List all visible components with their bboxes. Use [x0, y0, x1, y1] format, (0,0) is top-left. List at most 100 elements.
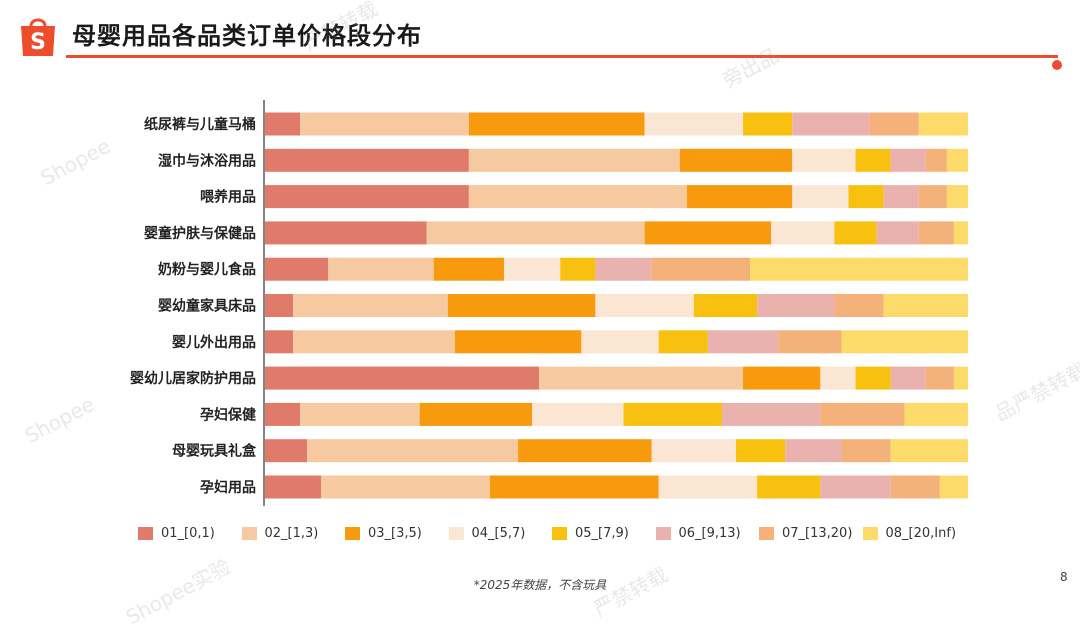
- legend-item: 02_[1,3): [241, 526, 319, 541]
- category-label: 婴幼儿居家防护用品: [130, 370, 256, 387]
- bar-segment: [265, 185, 469, 209]
- bar-segment: [820, 402, 905, 426]
- category-label: 婴儿外出用品: [172, 334, 256, 351]
- legend-label: 04_[5,7): [471, 526, 526, 541]
- bar-segment: [792, 148, 856, 172]
- bar-segment: [686, 185, 793, 209]
- bar-segment: [918, 221, 954, 245]
- bar-segment: [489, 475, 659, 499]
- legend-label: 03_[3,5): [368, 526, 422, 541]
- bar-segment: [539, 366, 744, 390]
- bar-segment: [785, 439, 842, 463]
- bar-segment: [778, 330, 842, 354]
- bar-segment: [953, 366, 968, 390]
- bar-segment: [946, 148, 968, 172]
- legend-label: 08_[20,Inf): [885, 526, 957, 541]
- bar-segment: [468, 185, 687, 209]
- category-label: 奶粉与婴儿食品: [158, 261, 256, 278]
- legend-swatch: [552, 527, 567, 540]
- bar-segment: [468, 112, 645, 136]
- legend-item: 05_[7,9): [552, 526, 629, 541]
- bar-segment: [757, 294, 835, 317]
- bar-segment: [946, 185, 968, 209]
- legend-swatch: [241, 527, 257, 540]
- bar-segment: [736, 439, 786, 463]
- bar-segment: [265, 475, 322, 499]
- legend-swatch: [345, 527, 360, 540]
- legend-label: 07_[13,20): [782, 526, 853, 541]
- category-label: 喂养用品: [200, 189, 256, 206]
- bar-segment: [925, 366, 954, 390]
- header-divider-dot: [1052, 60, 1062, 70]
- bar-segment: [820, 366, 856, 390]
- bar-segment: [426, 221, 645, 245]
- bar-segment: [300, 112, 469, 136]
- stacked-bar-chart: 纸尿裤与儿童马桶湿巾与沐浴用品喂养用品婴童护肤与保健品奶粉与婴儿食品婴幼童家具床…: [130, 100, 968, 506]
- bar-segment: [757, 475, 821, 499]
- bar-segment: [447, 294, 596, 317]
- bar-segment: [869, 112, 919, 136]
- bar-segment: [939, 475, 968, 499]
- bar-segment: [581, 330, 659, 354]
- legend-swatch: [448, 527, 464, 540]
- bar-segment: [265, 402, 301, 426]
- bar-segment: [890, 475, 940, 499]
- svg-text:S: S: [30, 30, 46, 55]
- bar-segment: [644, 221, 772, 245]
- bar-segment: [750, 257, 968, 281]
- bar-segment: [918, 185, 947, 209]
- legend-label: 06_[9,13): [678, 526, 741, 541]
- bar-segment: [307, 439, 519, 463]
- chart-legend: 01_[0,1) 02_[1,3) 03_[3,5) 04_[5,7) 05_[7,9)…: [138, 526, 958, 546]
- bar-segment: [293, 330, 455, 354]
- legend-label: 02_[1,3): [264, 526, 319, 541]
- bar-segment: [848, 185, 884, 209]
- bar-segment: [504, 257, 561, 281]
- bar-segment: [883, 185, 919, 209]
- bar-segment: [721, 402, 821, 426]
- bar-segment: [855, 366, 891, 390]
- category-label: 孕妇用品: [200, 479, 256, 496]
- bar-segment: [841, 330, 968, 354]
- bar-segment: [518, 439, 652, 463]
- category-label: 婴幼童家具床品: [158, 298, 256, 315]
- bar-segment: [918, 112, 968, 136]
- bar-segment: [651, 439, 737, 463]
- legend-item: 01_[0,1): [138, 526, 215, 541]
- legend-label: 05_[7,9): [575, 526, 629, 541]
- bar-segment: [876, 221, 919, 245]
- bar-segment: [595, 294, 694, 317]
- category-label: 湿巾与沐浴用品: [158, 152, 256, 169]
- legend-item: 03_[3,5): [345, 526, 422, 541]
- legend-item: 04_[5,7): [448, 526, 526, 541]
- bar-segment: [890, 366, 926, 390]
- bar-segment: [265, 366, 540, 390]
- bar-segment: [792, 112, 870, 136]
- bar-segment: [321, 475, 490, 499]
- bar-segment: [623, 402, 722, 426]
- bar-segment: [265, 294, 294, 317]
- bar-segment: [834, 294, 884, 317]
- bar-segment: [595, 257, 652, 281]
- bar-segment: [468, 148, 680, 172]
- bar-segment: [743, 112, 793, 136]
- legend-item: 07_[13,20): [759, 526, 852, 541]
- bar-segment: [925, 148, 947, 172]
- bar-segment: [890, 148, 926, 172]
- bar-segment: [707, 330, 779, 354]
- legend-swatch: [862, 527, 878, 540]
- bar-segment: [771, 221, 835, 245]
- bar-segment: [841, 439, 891, 463]
- bar-segment: [658, 330, 708, 354]
- category-label: 纸尿裤与儿童马桶: [144, 116, 256, 133]
- footnote: *2025年数据，不含玩具: [473, 578, 607, 592]
- shopee-bag-icon: S: [21, 18, 55, 56]
- page-title: 母婴用品各品类订单价格段分布: [72, 22, 422, 50]
- bar-segment: [904, 402, 968, 426]
- bar-segment: [265, 148, 469, 172]
- legend-item: 08_[20,Inf): [862, 526, 957, 541]
- legend-swatch: [655, 527, 671, 540]
- bar-segment: [265, 330, 294, 354]
- bar-segment: [890, 439, 968, 463]
- bar-segment: [293, 294, 448, 317]
